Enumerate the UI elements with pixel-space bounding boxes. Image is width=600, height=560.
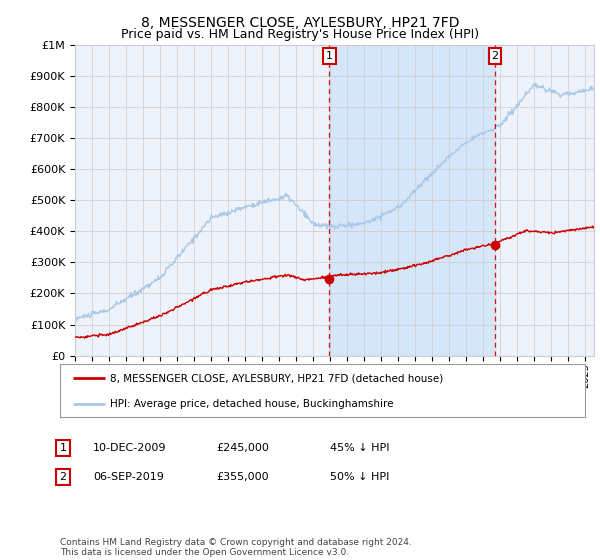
Text: Contains HM Land Registry data © Crown copyright and database right 2024.
This d: Contains HM Land Registry data © Crown c… xyxy=(60,538,412,557)
Text: 45% ↓ HPI: 45% ↓ HPI xyxy=(330,443,389,453)
Text: 1: 1 xyxy=(326,51,333,61)
Text: 8, MESSENGER CLOSE, AYLESBURY, HP21 7FD: 8, MESSENGER CLOSE, AYLESBURY, HP21 7FD xyxy=(141,16,459,30)
Text: £355,000: £355,000 xyxy=(216,472,269,482)
Text: Price paid vs. HM Land Registry's House Price Index (HPI): Price paid vs. HM Land Registry's House … xyxy=(121,28,479,41)
Text: 50% ↓ HPI: 50% ↓ HPI xyxy=(330,472,389,482)
Text: 1: 1 xyxy=(59,443,67,453)
Text: 8, MESSENGER CLOSE, AYLESBURY, HP21 7FD (detached house): 8, MESSENGER CLOSE, AYLESBURY, HP21 7FD … xyxy=(110,374,443,384)
Text: 10-DEC-2009: 10-DEC-2009 xyxy=(93,443,167,453)
Text: 2: 2 xyxy=(59,472,67,482)
Bar xyxy=(329,45,495,356)
Text: £245,000: £245,000 xyxy=(216,443,269,453)
Text: 06-SEP-2019: 06-SEP-2019 xyxy=(93,472,164,482)
Text: HPI: Average price, detached house, Buckinghamshire: HPI: Average price, detached house, Buck… xyxy=(110,399,394,409)
Text: 2: 2 xyxy=(491,51,499,61)
